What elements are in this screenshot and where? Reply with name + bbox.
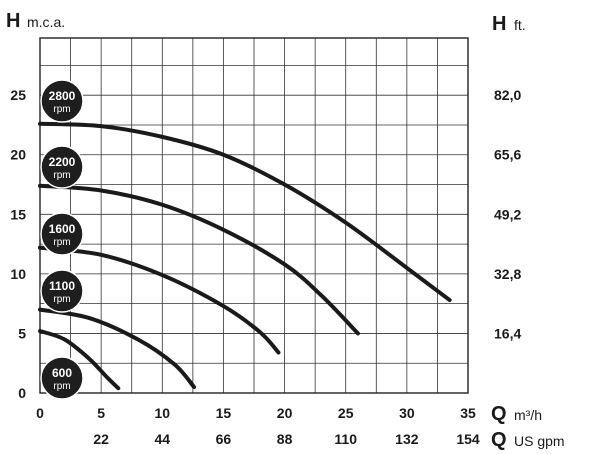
x-primary-tick-label: 15 [216, 405, 232, 421]
y-left-tick-labels: 0 5 10 15 20 25 [10, 87, 26, 401]
x-secondary-tick-label: 66 [216, 431, 232, 447]
rpm-badge-value: 600 [52, 366, 72, 380]
x-primary-tick-label: 5 [97, 405, 105, 421]
x-primary-axis-unit: m³/h [514, 407, 542, 423]
y-left-tick-label: 25 [10, 87, 26, 103]
curve-2200-rpm [40, 186, 358, 334]
y-right-axis-symbol: H [492, 13, 506, 35]
x-secondary-tick-label: 132 [395, 431, 419, 447]
x-secondary-tick-labels: 22 44 66 88 110 132 154 [93, 431, 480, 447]
rpm-badge-unit: rpm [53, 237, 70, 248]
y-left-tick-label: 15 [10, 206, 26, 222]
y-left-tick-label: 5 [18, 325, 26, 341]
rpm-badge-unit: rpm [53, 294, 70, 305]
rpm-badge-unit: rpm [53, 104, 70, 115]
y-right-axis-unit: ft. [514, 17, 526, 33]
x-primary-tick-label: 0 [36, 405, 44, 421]
x-primary-tick-label: 25 [338, 405, 354, 421]
y-right-tick-labels: 16,4 32,8 49,2 65,6 82,0 [494, 87, 521, 341]
x-primary-tick-labels: 0 5 10 15 20 25 30 35 [36, 405, 476, 421]
y-right-tick-label: 32,8 [494, 266, 521, 282]
y-right-tick-label: 82,0 [494, 87, 521, 103]
y-right-tick-label: 16,4 [494, 325, 521, 341]
x-primary-axis-symbol: Q [491, 403, 507, 425]
y-left-tick-label: 10 [10, 266, 26, 282]
x-secondary-tick-label: 44 [154, 431, 170, 447]
x-primary-tick-label: 35 [460, 405, 476, 421]
x-secondary-axis-symbol: Q [491, 429, 507, 451]
y-left-axis-unit: m.c.a. [27, 14, 65, 30]
rpm-badge-value: 2200 [49, 155, 76, 169]
x-primary-tick-label: 20 [277, 405, 293, 421]
y-right-tick-label: 65,6 [494, 147, 521, 163]
plot-grid [40, 38, 468, 393]
rpm-badge-unit: rpm [53, 170, 70, 181]
x-primary-tick-label: 30 [399, 405, 415, 421]
y-left-axis-symbol: H [6, 10, 20, 32]
x-secondary-axis-unit: US gpm [514, 433, 565, 449]
rpm-badge-value: 2800 [49, 89, 76, 103]
x-secondary-tick-label: 22 [93, 431, 109, 447]
x-secondary-tick-label: 88 [277, 431, 293, 447]
rpm-badge-value: 1600 [49, 222, 76, 236]
rpm-badge-unit: rpm [53, 381, 70, 392]
rpm-badge-value: 1100 [49, 279, 75, 293]
y-left-tick-label: 20 [10, 147, 26, 163]
x-primary-tick-label: 10 [154, 405, 170, 421]
x-secondary-tick-label: 110 [334, 431, 357, 447]
y-right-tick-label: 49,2 [494, 206, 521, 222]
x-secondary-tick-label: 154 [456, 431, 480, 447]
y-left-tick-label: 0 [18, 385, 26, 401]
